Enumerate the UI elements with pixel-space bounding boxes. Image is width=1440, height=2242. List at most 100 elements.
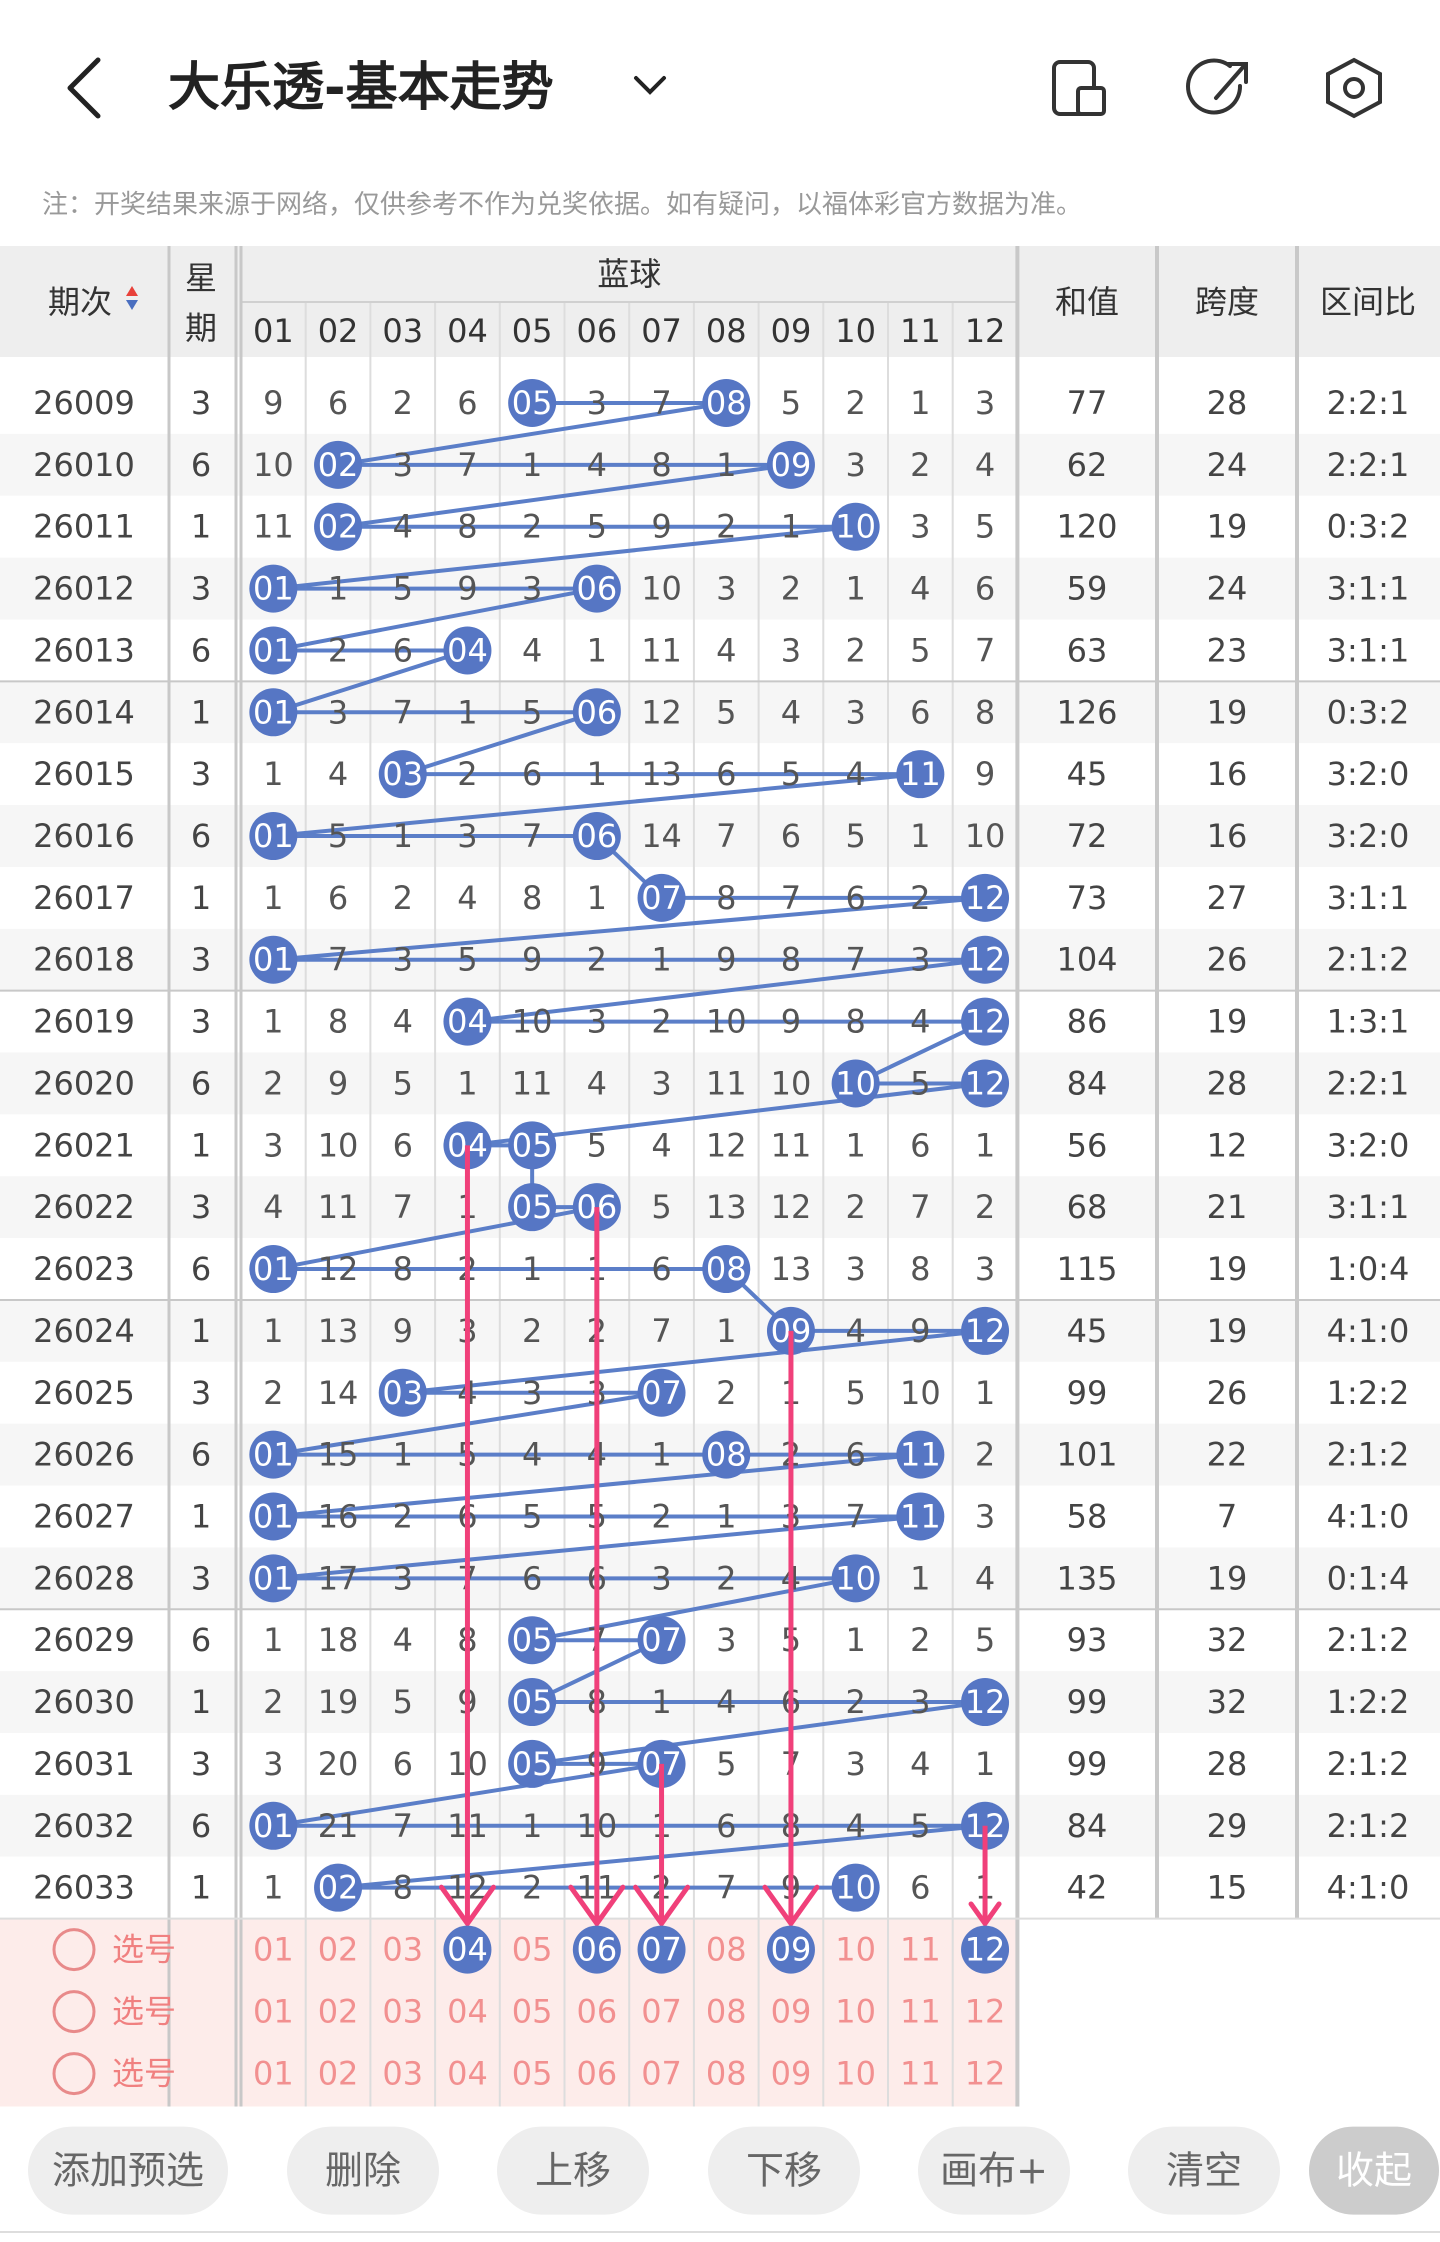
select-number[interactable]: 03	[382, 1993, 423, 2031]
select-number[interactable]: 02	[318, 1993, 359, 2031]
device-icon[interactable]	[1052, 60, 1106, 116]
select-number[interactable]: 09	[771, 1993, 812, 2031]
hit-ball	[572, 564, 621, 613]
miss-count: 8	[910, 1250, 930, 1288]
miss-count: 5	[845, 1374, 865, 1412]
dropdown-icon[interactable]	[634, 76, 666, 95]
toolbar-button[interactable]	[28, 2126, 228, 2215]
sum-cell: 99	[1067, 1374, 1108, 1412]
select-number[interactable]: 02	[318, 2055, 359, 2093]
ratio-cell: 3:1:1	[1327, 570, 1410, 608]
select-number[interactable]: 09	[771, 2055, 812, 2093]
selected-number[interactable]: 06	[576, 1931, 617, 1969]
toolbar-button[interactable]	[287, 2126, 439, 2215]
period-cell: 26026	[33, 1436, 135, 1474]
select-number[interactable]: 08	[706, 2055, 747, 2093]
hit-ball	[961, 997, 1010, 1046]
toolbar-button[interactable]	[1128, 2126, 1280, 2215]
select-number[interactable]: 04	[447, 2055, 488, 2093]
hit-ball	[572, 688, 621, 737]
selected-ball[interactable]	[572, 1925, 621, 1974]
select-number[interactable]: 05	[512, 1931, 553, 1969]
hit-number: 01	[253, 631, 294, 669]
miss-count: 2	[910, 879, 930, 917]
toolbar-button[interactable]	[1309, 2126, 1439, 2215]
miss-count: 5	[587, 1126, 607, 1164]
selected-ball[interactable]	[637, 1925, 686, 1974]
hit-ball	[831, 502, 880, 551]
weekday-cell: 6	[191, 1807, 211, 1845]
number-header: 08	[706, 312, 747, 350]
toolbar-button[interactable]	[918, 2126, 1070, 2215]
select-number[interactable]: 03	[382, 2055, 423, 2093]
select-number[interactable]: 01	[253, 1993, 294, 2031]
selected-ball[interactable]	[443, 1925, 492, 1974]
select-number[interactable]: 11	[900, 1931, 941, 1969]
period-cell: 26023	[33, 1250, 135, 1288]
ratio-cell: 3:2:0	[1327, 755, 1410, 793]
miss-count: 1	[845, 570, 865, 608]
weekday-cell: 3	[191, 1374, 211, 1412]
weekday-cell: 1	[191, 508, 211, 546]
miss-count: 1	[716, 1497, 736, 1535]
selected-number[interactable]: 12	[965, 1931, 1006, 1969]
miss-count: 5	[716, 693, 736, 731]
sort-down-icon[interactable]	[126, 300, 138, 310]
select-number[interactable]: 04	[447, 1993, 488, 2031]
select-number[interactable]: 10	[835, 1993, 876, 2031]
miss-count: 9	[975, 755, 995, 793]
sum-cell: 135	[1056, 1559, 1117, 1597]
select-number[interactable]: 08	[706, 1931, 747, 1969]
sum-cell: 58	[1067, 1497, 1108, 1535]
miss-count: 4	[716, 631, 736, 669]
selected-number[interactable]: 04	[447, 1931, 488, 1969]
select-radio[interactable]	[52, 2052, 96, 2096]
select-number[interactable]: 12	[965, 1993, 1006, 2031]
select-number[interactable]: 11	[900, 1993, 941, 2031]
select-number[interactable]: 11	[900, 2055, 941, 2093]
weekday-cell: 3	[191, 1188, 211, 1226]
select-number[interactable]: 07	[641, 1993, 682, 2031]
back-button[interactable]	[67, 57, 101, 119]
select-number[interactable]: 08	[706, 1993, 747, 2031]
settings-icon[interactable]	[1326, 57, 1382, 119]
toolbar-button[interactable]	[497, 2126, 649, 2215]
miss-count: 13	[641, 755, 682, 793]
select-number[interactable]: 05	[512, 1993, 553, 2031]
hit-ball	[896, 1492, 945, 1541]
miss-count: 12	[706, 1126, 747, 1164]
select-radio[interactable]	[52, 1990, 96, 2034]
miss-count: 10	[318, 1126, 359, 1164]
miss-count: 1	[263, 879, 283, 917]
select-number[interactable]: 07	[641, 2055, 682, 2093]
hit-number: 08	[706, 384, 747, 422]
select-radio[interactable]	[52, 1928, 96, 1972]
select-number[interactable]: 10	[835, 2055, 876, 2093]
miss-count: 2	[781, 570, 801, 608]
miss-count: 1	[975, 1374, 995, 1412]
miss-count: 2	[910, 446, 930, 484]
miss-count: 10	[641, 570, 682, 608]
hit-number: 05	[512, 384, 553, 422]
select-number[interactable]: 10	[835, 1931, 876, 1969]
select-number[interactable]: 01	[253, 2055, 294, 2093]
selected-number[interactable]: 07	[641, 1931, 682, 1969]
select-number[interactable]: 06	[576, 1993, 617, 2031]
span-cell: 7	[1217, 1497, 1237, 1535]
selected-number[interactable]: 09	[771, 1931, 812, 1969]
miss-count: 16	[318, 1497, 359, 1535]
select-number[interactable]: 03	[382, 1931, 423, 1969]
miss-count: 9	[393, 1312, 413, 1350]
select-number[interactable]: 05	[512, 2055, 553, 2093]
share-icon[interactable]	[1186, 58, 1248, 115]
select-number[interactable]: 02	[318, 1931, 359, 1969]
sum-cell: 126	[1056, 693, 1117, 731]
toolbar-button[interactable]	[708, 2126, 860, 2215]
selected-ball[interactable]	[961, 1925, 1010, 1974]
miss-count: 4	[457, 879, 477, 917]
miss-count: 2	[263, 1064, 283, 1102]
selected-ball[interactable]	[766, 1925, 815, 1974]
select-number[interactable]: 06	[576, 2055, 617, 2093]
select-number[interactable]: 01	[253, 1931, 294, 1969]
select-number[interactable]: 12	[965, 2055, 1006, 2093]
